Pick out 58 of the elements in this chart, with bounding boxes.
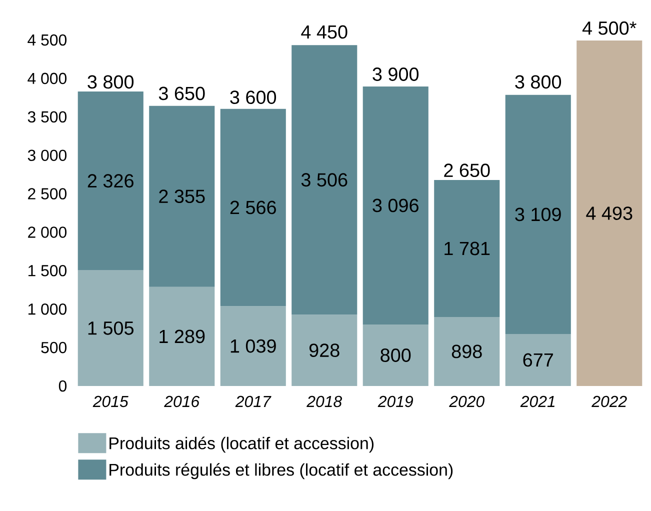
y-tick-label: 1 000 xyxy=(28,303,67,315)
bar xyxy=(78,270,144,386)
annotation: 3 900 xyxy=(372,68,419,81)
y-tick-label: 3 000 xyxy=(28,150,67,161)
bar xyxy=(220,108,286,306)
y-tick-label: 0 xyxy=(58,380,67,392)
x-tick-label: 2018 xyxy=(306,396,342,408)
data-label: 928 xyxy=(309,344,340,358)
bar xyxy=(292,45,358,315)
data-label: 2 326 xyxy=(88,174,134,188)
annotation: 3 600 xyxy=(230,90,276,104)
data-label: 800 xyxy=(380,348,411,362)
annotation: 2 650 xyxy=(444,164,490,178)
x-tick-label: 2021 xyxy=(520,396,554,408)
y-tick-label: 4 000 xyxy=(28,72,67,84)
legend-label: Produits régulés et libres (locatif et accession) xyxy=(110,463,453,480)
data-label: 2 566 xyxy=(230,200,276,214)
x-tick-label: 2020 xyxy=(449,396,484,408)
annotation: 3 650 xyxy=(158,86,205,100)
bar xyxy=(434,180,500,317)
bar xyxy=(505,334,571,386)
bar xyxy=(220,306,286,386)
annotation: 4 500* xyxy=(582,21,636,35)
bar xyxy=(505,94,571,334)
legend-label: Produits aidés (locatif et accession) xyxy=(110,436,374,453)
data-label: 4 493 xyxy=(586,206,632,220)
bar xyxy=(78,91,144,270)
bar xyxy=(362,86,428,324)
data-label: 3 109 xyxy=(515,208,561,222)
data-label: 2 355 xyxy=(159,190,205,204)
data-label: 3 096 xyxy=(372,198,418,212)
data-label: 1 505 xyxy=(88,321,134,335)
y-tick-label: 3 500 xyxy=(28,111,67,123)
bar xyxy=(362,324,428,386)
annotation: 3 800 xyxy=(515,75,562,89)
annotation: 3 800 xyxy=(88,75,134,89)
bar xyxy=(434,316,500,386)
bar xyxy=(149,286,215,386)
bar xyxy=(292,314,358,386)
data-label: 677 xyxy=(523,353,553,367)
y-tick-label: 2 500 xyxy=(28,188,67,200)
x-tick-label: 2016 xyxy=(164,396,200,408)
data-label: 3 506 xyxy=(301,173,348,187)
data-label: 1 039 xyxy=(230,339,276,353)
data-label: 1 781 xyxy=(444,242,490,256)
data-label: 1 289 xyxy=(160,330,205,344)
y-tick-label: 1 500 xyxy=(28,265,67,276)
y-tick-label: 2 000 xyxy=(28,226,67,238)
bar xyxy=(576,40,642,386)
x-tick-label: 2015 xyxy=(92,396,128,408)
bar xyxy=(149,106,215,287)
x-tick-label: 2022 xyxy=(592,396,627,408)
data-label: 898 xyxy=(452,344,482,358)
x-tick-label: 2017 xyxy=(235,396,272,408)
annotation: 4 450 xyxy=(301,25,348,39)
y-tick-label: 4 500 xyxy=(28,34,67,46)
x-tick-label: 2019 xyxy=(378,396,414,408)
y-tick-label: 500 xyxy=(41,342,67,354)
